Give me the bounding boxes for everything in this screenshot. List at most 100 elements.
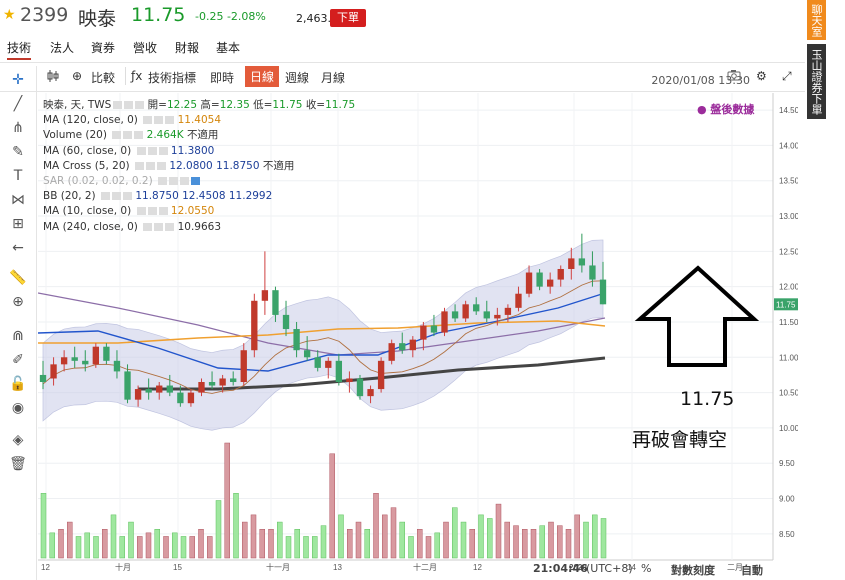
tab-financials[interactable]: 財報 (175, 41, 200, 55)
x-tick-label: 13 (333, 563, 342, 572)
x-tick-label: 12 (41, 563, 50, 572)
candle-body (441, 311, 448, 333)
indicators-button[interactable]: 技術指標 (148, 71, 197, 85)
trash-icon[interactable]: 🗑 (9, 456, 27, 472)
volume-bar (110, 514, 117, 559)
chart-toolbar: ⊕ 比較 ƒx 技術指標 即時 日線 週線 月線 ⚙ ⤢ (0, 62, 805, 92)
back-arrow-icon[interactable]: ← (12, 240, 24, 256)
ma60-value: 11.3800 (170, 144, 215, 157)
tab-revenue[interactable]: 營收 (133, 41, 158, 55)
volume-bar (40, 493, 47, 559)
pattern-icon[interactable]: ⋈ (11, 192, 25, 208)
percent-toggle[interactable]: % (641, 562, 652, 575)
ma20-line (38, 292, 606, 372)
volume-bar (128, 521, 134, 559)
candle-body (177, 392, 184, 404)
pencil-lock-icon[interactable]: ✐ (12, 352, 24, 368)
tab-technical[interactable]: 技術 (7, 39, 32, 60)
volume-bar (373, 493, 379, 559)
candle-body (282, 314, 290, 330)
y-tick-label: 12.50 (779, 247, 798, 256)
candle-body (356, 378, 364, 397)
ma10-line (42, 280, 604, 394)
volume-bar (207, 536, 213, 559)
volume-label: Volume (20) (43, 129, 107, 142)
x-tick-label: 十一月 (266, 562, 290, 572)
candle-body (589, 265, 596, 280)
after-hours-label[interactable]: ● 盤後數據 (697, 103, 755, 116)
volume-bar (539, 525, 545, 559)
candle-body (325, 360, 332, 368)
measure-icon[interactable]: ⊞ (12, 216, 24, 232)
candle-body (377, 360, 385, 390)
pitchfork-icon[interactable]: ⋔ (12, 120, 24, 136)
volume-bar (303, 536, 309, 559)
timezone[interactable]: (UTC+8) (586, 562, 633, 575)
order-button[interactable]: 下單 (330, 9, 366, 27)
broker-order-button[interactable]: 玉山證券下單 (807, 44, 826, 119)
close-label: 收= (305, 99, 326, 111)
candle-body (92, 346, 99, 365)
zoom-in-icon[interactable]: ⊕ (12, 294, 24, 310)
legend-ma240: MA (240, close, 0) 10.9663 (43, 220, 355, 235)
chart-legend: 映泰, 天, TWS 開=12.25 高=12.35 低=11.75 收=11.… (43, 98, 355, 235)
auto-scale-toggle[interactable]: 自動 (741, 564, 763, 577)
gear-icon[interactable]: ⚙ (756, 69, 767, 83)
candle-body (166, 385, 173, 393)
volume-bar (452, 507, 458, 559)
fullscreen-icon[interactable]: ⤢ (782, 69, 792, 83)
lock-icon[interactable]: 🔓 (9, 376, 27, 392)
volume-bar (574, 514, 580, 559)
candle-body (198, 382, 205, 393)
bb-value-2: 12.4508 (182, 190, 226, 203)
trend-line-icon[interactable]: ╱ (13, 96, 23, 112)
ma10-value: 12.0550 (170, 205, 215, 218)
volume-bar (434, 532, 440, 559)
monthly-button[interactable]: 月線 (321, 71, 346, 85)
intraday-button[interactable]: 即時 (210, 71, 235, 85)
chat-room-button[interactable]: 聊天室 (807, 0, 826, 40)
volume-bar (329, 453, 335, 559)
camera-icon[interactable] (727, 69, 741, 84)
text-icon[interactable]: T (13, 168, 23, 184)
brush-icon[interactable]: ✎ (12, 144, 24, 160)
legend-ohlc: 映泰, 天, TWS 開=12.25 高=12.35 低=11.75 收=11.… (43, 98, 355, 113)
price-change: -0.25 -2.08% (195, 10, 266, 23)
series-title: 映泰, 天, TWS (43, 99, 112, 111)
y-tick-label: 13.50 (779, 177, 798, 186)
volume-bar (58, 529, 64, 559)
last-price-badge (774, 298, 798, 311)
candle-body (240, 350, 247, 383)
volume-bar (320, 525, 327, 559)
candle-body (293, 329, 300, 351)
daily-button[interactable]: 日線 (245, 66, 280, 87)
candle-body (303, 350, 311, 358)
tab-basic[interactable]: 基本 (216, 41, 241, 55)
weekly-button[interactable]: 週線 (285, 71, 310, 85)
crosshair-icon[interactable]: ✛ (12, 72, 24, 88)
indicator-icon[interactable]: ƒx (131, 69, 143, 83)
tab-institutional[interactable]: 法人 (50, 41, 75, 55)
candle-body (515, 293, 522, 308)
ma120-label: MA (120, close, 0) (43, 114, 138, 127)
candle-body (462, 304, 469, 319)
ruler-icon[interactable]: 📏 (9, 270, 27, 286)
compare-icon[interactable]: ⊕ (72, 69, 83, 83)
layers-icon[interactable]: ◈ (12, 432, 24, 448)
volume-bar (154, 529, 160, 559)
y-tick-label: 14.50 (779, 106, 798, 115)
magnet-icon[interactable]: ⋒ (12, 328, 24, 344)
volume-bar (600, 518, 607, 559)
bar-type-icon[interactable] (46, 69, 60, 86)
eye-icon[interactable]: ◉ (11, 400, 25, 416)
candle-body (525, 272, 533, 294)
tab-margin[interactable]: 資券 (91, 41, 116, 55)
volume-bar (487, 518, 493, 559)
log-scale-toggle[interactable]: 對數刻度 (671, 564, 715, 577)
volume-bar (390, 507, 397, 559)
compare-button[interactable]: 比較 (91, 71, 116, 85)
star-icon[interactable]: ★ (3, 7, 16, 23)
volume-bar (399, 521, 405, 559)
price-chart[interactable]: 14.50 14.00 13.50 13.00 12.50 12.00 11.50 11.00… (38, 93, 798, 580)
clock-time: 21:04:46 (533, 562, 588, 575)
